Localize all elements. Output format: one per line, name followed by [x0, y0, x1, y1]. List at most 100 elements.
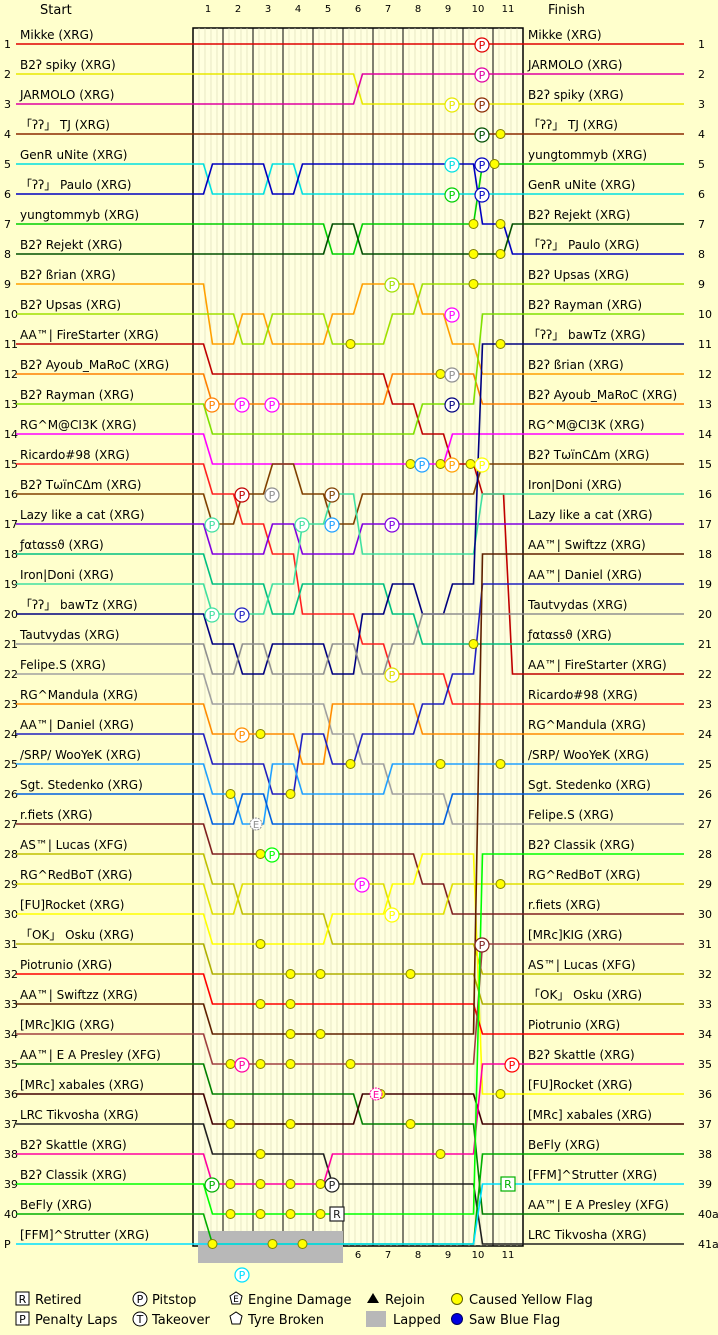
finish-driver-label: Lazy like a cat (XRG): [528, 508, 653, 522]
start-position-number: 16: [4, 488, 18, 501]
pitstop-marker: [444, 397, 460, 413]
pitstop-marker: [444, 457, 460, 473]
start-position-number: 40: [4, 1208, 18, 1221]
start-driver-label: 「ʔʔ」 TJ (XRG): [20, 118, 110, 132]
start-position-number: 13: [4, 398, 18, 411]
start-driver-label: JARMOLO (XRG): [19, 88, 114, 102]
start-position-number: 23: [4, 698, 18, 711]
legend-box-letter: P: [19, 1313, 26, 1326]
pitstop-marker: [204, 607, 220, 623]
series-line: [16, 463, 523, 525]
finish-driver-label: 「ʔʔ」 TJ (XRG): [528, 118, 618, 132]
finish-driver-label: AA™| Swiftzz (XRG): [528, 538, 646, 552]
start-position-number: 27: [4, 818, 18, 831]
finish-position-number: 29: [698, 878, 712, 891]
yellow-flag-marker: [255, 939, 266, 949]
finish-position-number: 7: [698, 218, 705, 231]
series-line: [16, 73, 523, 105]
pitstop-marker: [444, 157, 460, 173]
lap-tick-top: 4: [295, 4, 301, 15]
pitstop-marker: [444, 187, 460, 203]
start-driver-label: B2ʔ Upsas (XRG): [20, 298, 121, 312]
series-line: [16, 553, 523, 645]
pitstop-marker-letter: P: [479, 159, 486, 172]
pitstop-marker-letter: P: [239, 489, 246, 502]
finish-driver-label: AS™| Lucas (XFG): [528, 958, 636, 972]
finish-driver-label: JARMOLO (XRG): [527, 58, 622, 72]
legend-box-letter: R: [19, 1293, 27, 1306]
series-line: [16, 823, 523, 915]
start-driver-label: RG^M@CI3K (XRG): [20, 418, 137, 432]
pitstop-marker: [474, 457, 490, 473]
yellow-flag-marker: [285, 789, 296, 799]
start-position-number: 39: [4, 1178, 18, 1191]
legend-label: Penalty Laps: [35, 1313, 118, 1328]
start-driver-label: Felipe.S (XRG): [20, 658, 106, 672]
finish-position-number: 40a: [698, 1208, 718, 1221]
pitstop-marker-letter: P: [239, 1059, 246, 1072]
finish-driver-label: RG^RedBoT (XRG): [528, 868, 640, 882]
pitstop-marker-letter: P: [209, 399, 216, 412]
start-driver-label: Ricardo#98 (XRG): [20, 448, 130, 462]
pitstop-marker-letter: P: [449, 99, 456, 112]
pitstop-marker-letter: P: [419, 459, 426, 472]
series-line: [16, 1063, 523, 1215]
finish-position-number: 21: [698, 638, 712, 651]
finish-position-number: 22: [698, 668, 712, 681]
yellow-flag-marker: [225, 789, 236, 799]
start-driver-label: ƒαtαssϑ (XRG): [19, 538, 104, 552]
finish-position-number: 39: [698, 1178, 712, 1191]
start-driver-label: [MRc]KIG (XRG): [20, 1018, 114, 1032]
pitstop-marker-letter: P: [329, 519, 336, 532]
finish-driver-label: Tautvydas (XRG): [527, 598, 627, 612]
finish-position-number: 25: [698, 758, 712, 771]
yellow-flag-marker: [345, 339, 356, 349]
finish-position-number: 4: [698, 128, 705, 141]
finish-driver-label: B2ʔ Skattle (XRG): [528, 1048, 635, 1062]
rejoin-icon: [367, 1293, 379, 1303]
legend-label: Takeover: [151, 1313, 210, 1328]
start-position-number: 8: [4, 248, 11, 261]
pitstop-marker-letter: P: [239, 729, 246, 742]
start-position-number: 5: [4, 158, 11, 171]
finish-driver-label: ƒαtαssϑ (XRG): [527, 628, 612, 642]
finish-position-number: 1: [698, 38, 705, 51]
start-driver-label: AA™| Swiftzz (XRG): [20, 988, 138, 1002]
yellow-flag-marker: [495, 129, 506, 139]
yellow-flag-marker: [225, 1119, 236, 1129]
lap-tick-top: 7: [385, 4, 391, 15]
yellow-flag-marker: [255, 999, 266, 1009]
series-line: [16, 613, 523, 675]
start-position-number: 32: [4, 968, 18, 981]
yellow-flag-marker: [285, 999, 296, 1009]
retired-marker: [329, 1206, 345, 1222]
pitstop-marker: [204, 1177, 220, 1193]
pitstop-marker-letter: P: [449, 309, 456, 322]
legend-circle-icon: [132, 1311, 148, 1327]
series-line: [16, 853, 523, 1215]
yellow-flag-marker: [285, 1059, 296, 1069]
finish-position-number: 34: [698, 1028, 712, 1041]
yellow-flag-marker: [267, 1239, 278, 1249]
yellow-flag-marker: [405, 1119, 416, 1129]
series-line: [16, 73, 523, 105]
yellow-flag-marker: [468, 639, 479, 649]
start-driver-label: AS™| Lucas (XFG): [20, 838, 128, 852]
pitstop-marker: [234, 1267, 250, 1283]
lap-tick-top: 9: [445, 4, 451, 15]
pitstop-marker-letter: P: [269, 399, 276, 412]
series-line: [16, 163, 523, 255]
start-driver-label: BeFly (XRG): [20, 1198, 92, 1212]
pitstop-marker: [444, 307, 460, 323]
start-position-number: 26: [4, 788, 18, 801]
finish-driver-label: AA™| Daniel (XRG): [528, 568, 642, 582]
series-line: [16, 673, 523, 825]
finish-driver-label: B2ʔ Rayman (XRG): [528, 298, 642, 312]
series-line: [16, 433, 523, 465]
yellow-flag-marker: [495, 249, 506, 259]
finish-position-number: 13: [698, 398, 712, 411]
start-driver-label: B2ʔ Classik (XRG): [20, 1168, 127, 1182]
lap-tick-top: 10: [472, 4, 485, 15]
legend-label: Saw Blue Flag: [469, 1313, 560, 1328]
pitstop-marker-letter: P: [449, 399, 456, 412]
